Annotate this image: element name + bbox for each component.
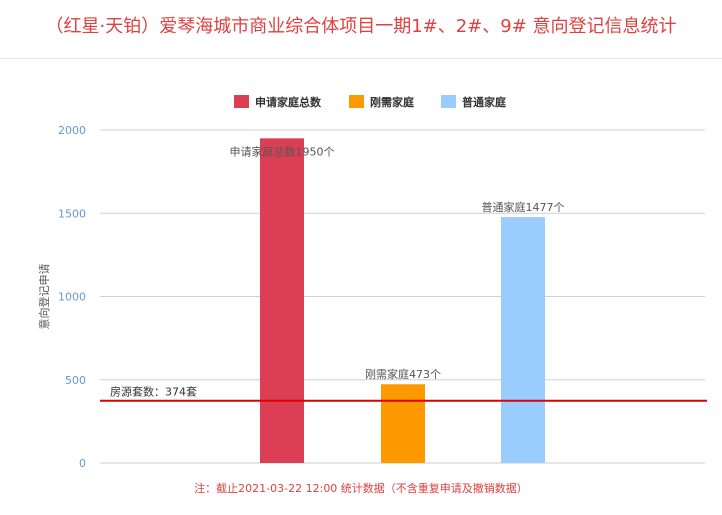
axis-layer: 0 500 1000 1500 2000 意向登记申请	[37, 124, 86, 470]
legend-label: 刚需家庭	[370, 95, 414, 109]
y-tick-label: 0	[79, 457, 86, 470]
legend-swatch	[234, 95, 249, 108]
y-tick-label: 500	[65, 374, 86, 387]
title-divider	[0, 58, 722, 59]
bar-data-label: 刚需家庭473个	[365, 367, 441, 381]
legend-swatch	[441, 95, 456, 108]
y-tick-label: 1500	[58, 207, 86, 220]
bar	[381, 384, 425, 463]
bar-layer	[260, 138, 545, 463]
reference-line-label: 房源套数：374套	[110, 385, 197, 399]
bar	[501, 217, 545, 463]
bar-data-label: 申请家庭总数1950个	[230, 144, 335, 158]
bar-data-label: 普通家庭1477个	[482, 200, 565, 214]
legend-label: 普通家庭	[462, 95, 506, 109]
y-tick-label: 2000	[58, 124, 86, 137]
legend-swatch	[349, 95, 364, 108]
legend: 申请家庭总数 刚需家庭 普通家庭	[234, 95, 506, 109]
y-tick-label: 1000	[58, 291, 86, 304]
bar	[260, 138, 304, 463]
legend-label: 申请家庭总数	[255, 95, 322, 109]
page-title: （红星·天铂）爱琴海城市商业综合体项目一期1#、2#、9# 意向登记信息统计	[45, 16, 677, 37]
y-axis-label: 意向登记申请	[37, 264, 51, 330]
footer-note: 注：截止2021-03-22 12:00 统计数据（不含重复申请及撤销数据）	[194, 482, 528, 495]
